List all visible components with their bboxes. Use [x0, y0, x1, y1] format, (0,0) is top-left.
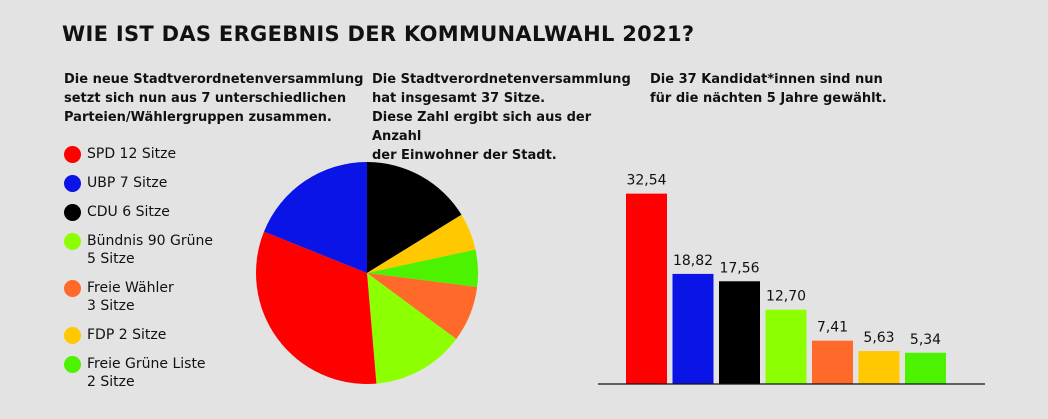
legend-swatch	[64, 204, 81, 221]
bar	[719, 281, 760, 384]
bar-value-label: 5,34	[910, 332, 941, 348]
bar	[812, 340, 853, 384]
legend-label: UBP 7 Sitze	[87, 175, 168, 191]
legend-item: FDP 2 Sitze	[64, 326, 166, 344]
bar	[765, 309, 807, 384]
legend-label: Freie Wähler 3 Sitze	[87, 280, 174, 314]
legend-item: Freie Wähler 3 Sitze	[64, 279, 174, 315]
legend-item: Bündnis 90 Grüne 5 Sitze	[64, 232, 213, 268]
legend-label: SPD 12 Sitze	[87, 146, 177, 162]
page-title: WIE IST DAS ERGEBNIS DER KOMMUNALWAHL 20…	[62, 22, 695, 46]
legend-item: Freie Grüne Liste 2 Sitze	[64, 355, 206, 391]
bar	[626, 193, 667, 384]
legend-label: FDP 2 Sitze	[87, 327, 167, 343]
pie-slice	[367, 162, 462, 273]
legend-swatch	[64, 280, 81, 297]
pie-slice	[367, 273, 457, 384]
intro-text-2: Die Stadtverordnetenversammlung hat insg…	[372, 72, 631, 163]
bar	[905, 352, 946, 384]
legend-label: Freie Grüne Liste 2 Sitze	[87, 356, 206, 390]
bar-value-label: 5,63	[863, 330, 894, 346]
pie-slice	[264, 162, 367, 273]
bar-value-label: 12,70	[766, 289, 806, 305]
intro-text-1: Die neue Stadtverordnetenversammlung set…	[64, 72, 364, 125]
legend-item: CDU 6 Sitze	[64, 203, 170, 221]
pie-slice	[367, 214, 476, 273]
legend-swatch	[64, 146, 81, 163]
bar-value-label: 7,41	[817, 320, 848, 336]
legend-item: UBP 7 Sitze	[64, 174, 167, 192]
legend-item: SPD 12 Sitze	[64, 145, 176, 163]
bar-value-label: 17,56	[719, 260, 759, 276]
legend-swatch	[64, 356, 81, 373]
bar-value-label: 32,54	[626, 173, 666, 189]
legend-swatch	[64, 327, 81, 344]
legend-label: Bündnis 90 Grüne 5 Sitze	[87, 233, 213, 267]
bar-value-label: 18,82	[673, 253, 713, 269]
legend-swatch	[64, 233, 81, 250]
pie-slice	[367, 273, 478, 340]
pie-slice	[255, 231, 377, 385]
bar	[672, 273, 714, 384]
legend-swatch	[64, 175, 81, 192]
pie-slice	[367, 249, 479, 288]
intro-text-3: Die 37 Kandidat*innen sind nun für die n…	[650, 72, 887, 106]
legend-label: CDU 6 Sitze	[87, 204, 170, 220]
bar	[858, 351, 900, 384]
